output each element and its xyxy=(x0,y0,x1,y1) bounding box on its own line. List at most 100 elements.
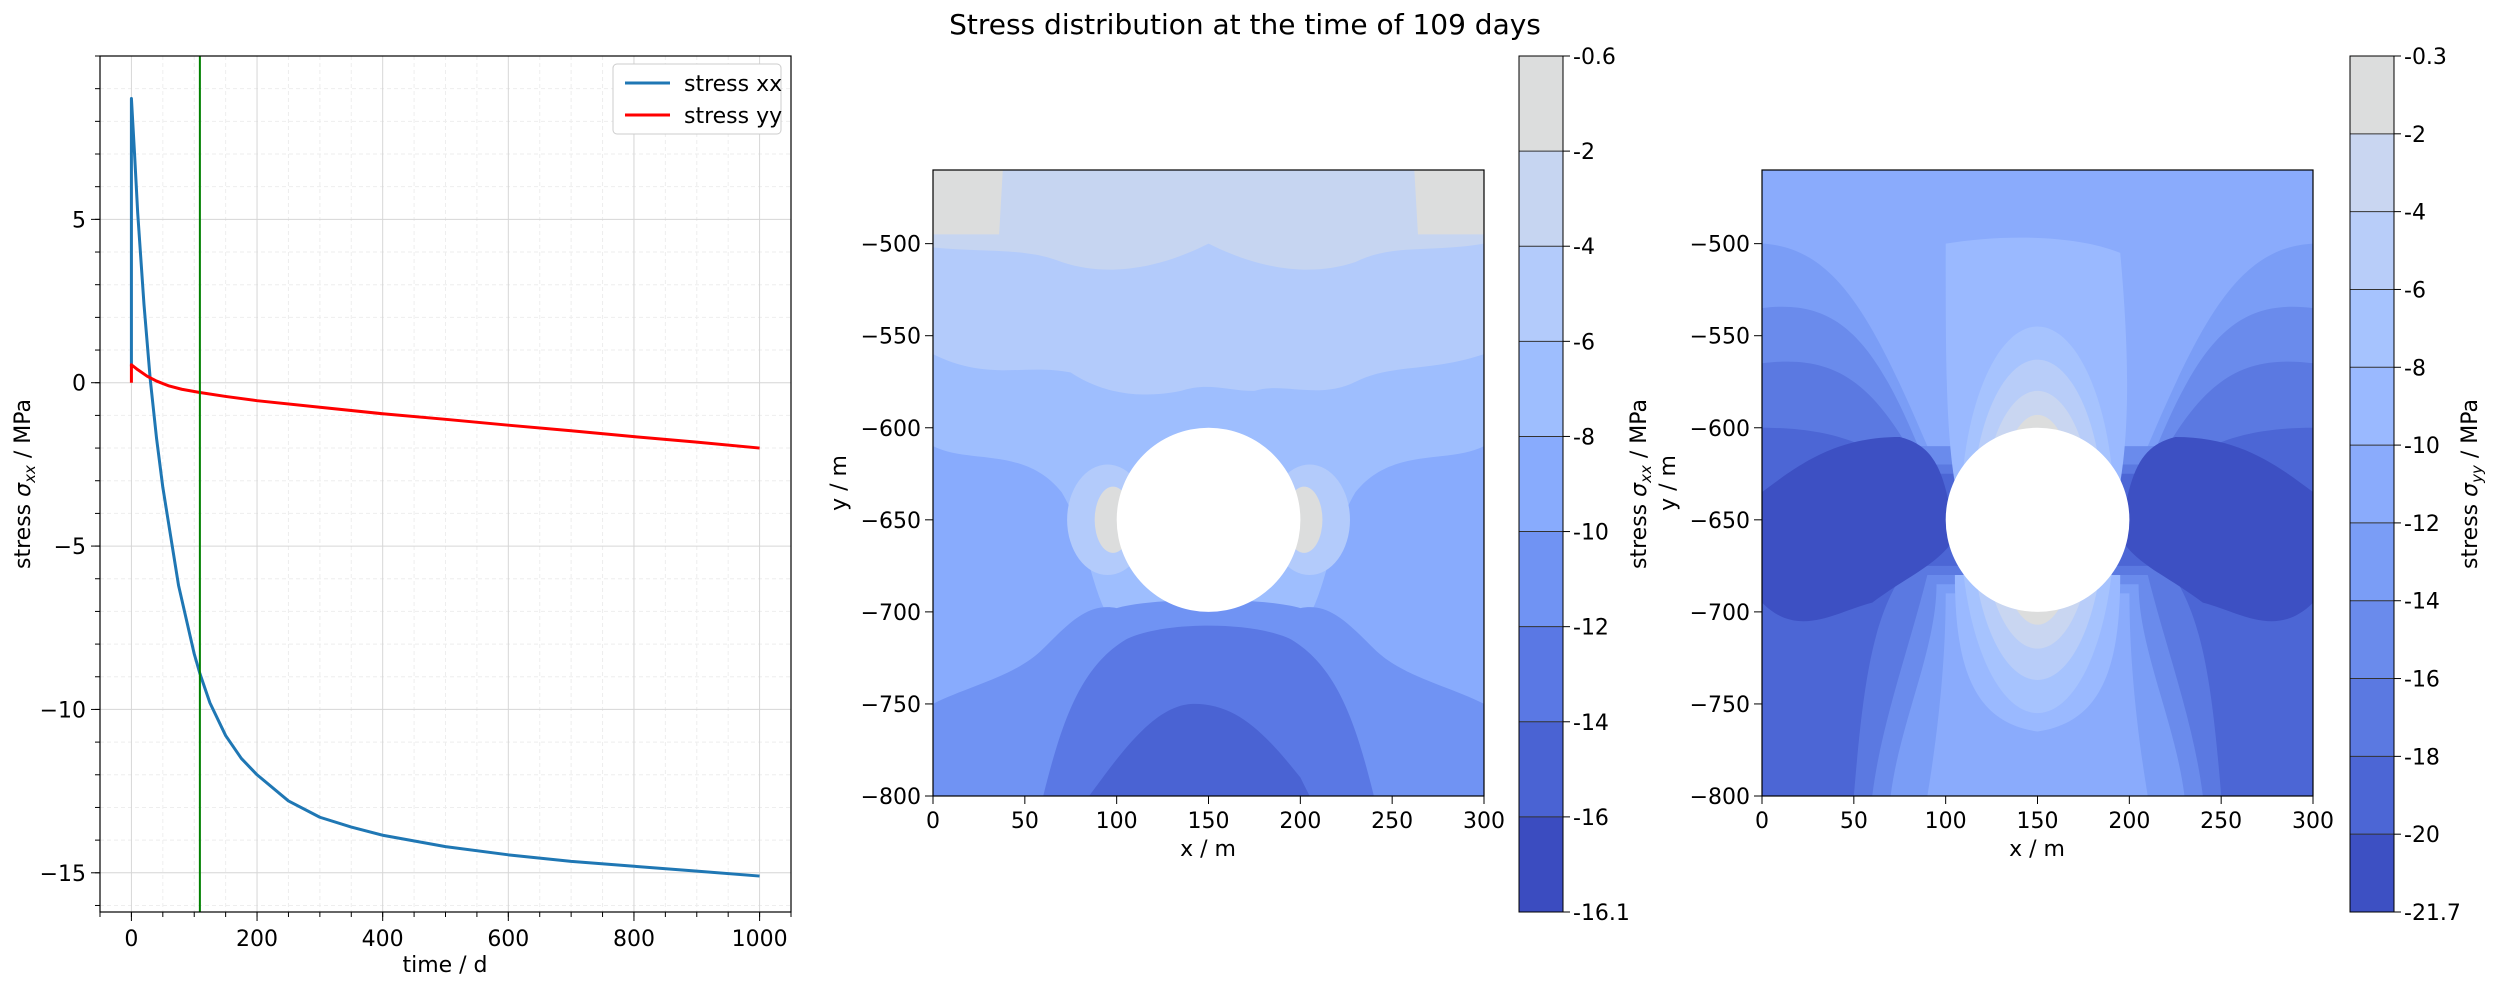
x-tick-label: 100 xyxy=(1925,809,1967,834)
y-tick-label: −10 xyxy=(40,698,86,723)
x-tick-label: 100 xyxy=(1096,809,1138,834)
colorbar-band xyxy=(2350,678,2394,757)
colorbar-band xyxy=(2350,56,2394,135)
colorbar-tick-label: -0.3 xyxy=(2404,45,2447,70)
contour-band xyxy=(933,170,1485,235)
colorbar-band xyxy=(1519,56,1563,152)
label-part: σ xyxy=(1627,482,1652,497)
colorbar-band xyxy=(1519,626,1563,723)
x-tick-label: 250 xyxy=(2200,809,2242,834)
contour-band xyxy=(1762,436,2314,622)
x-tick-label: 150 xyxy=(1188,809,1230,834)
colorbar-band xyxy=(2350,756,2394,835)
x-tick-label: 50 xyxy=(1840,809,1868,834)
y-tick-label: −500 xyxy=(1690,233,1750,258)
x-axis-label: time / d xyxy=(402,953,487,978)
colorbar-band xyxy=(2350,834,2394,913)
y-axis-label: stress σxx / MPa xyxy=(11,399,39,569)
y-axis-label: y / m xyxy=(827,455,852,511)
colorbar-band xyxy=(2350,522,2394,602)
line-chart: 0 200 400 600 800 1000 5 0 −5 −10 −15 time / d str… xyxy=(11,55,792,978)
colorbar-tick-label: -6 xyxy=(1573,330,1595,355)
y-tick-label: −700 xyxy=(1690,601,1750,626)
contour-map-stress-xx: 0 50 100 150 200 250 300 −500 −550 −600 −650 −700 −7… xyxy=(827,45,1655,926)
legend: stress xx stress yy xyxy=(612,63,782,135)
y-tick-label: −700 xyxy=(861,601,921,626)
x-tick-label: 150 xyxy=(2017,809,2059,834)
colorbar-tick-label: -8 xyxy=(2404,356,2426,381)
y-tick-label: −600 xyxy=(861,417,921,442)
x-tick-label: 600 xyxy=(487,927,529,952)
colorbar-tick-label: -6 xyxy=(2404,278,2426,303)
colorbar-tick-label: -2 xyxy=(2404,123,2426,148)
contour-map-stress-yy: 0 50 100 150 200 250 300 −500 −550 −600 −650 −700 −7… xyxy=(1656,45,2486,926)
colorbar-label: stress σyy / MPa xyxy=(2458,399,2486,569)
colorbar-band xyxy=(2350,445,2394,524)
label-part: / MPa xyxy=(2458,399,2483,465)
x-tick-label: 0 xyxy=(124,927,138,952)
colorbar-tick-label: -4 xyxy=(1573,235,1595,260)
y-axis-label: y / m xyxy=(1656,455,1681,511)
colorbar-tick-label: -12 xyxy=(2404,512,2440,537)
x-axis-label: x / m xyxy=(2009,837,2065,862)
x-tick-label: 250 xyxy=(1371,809,1413,834)
colorbar-tick-label: -21.7 xyxy=(2404,901,2461,926)
tunnel-opening xyxy=(1116,427,1301,612)
colorbar-tick-label: -16 xyxy=(2404,668,2440,693)
tunnel-opening xyxy=(1945,427,2130,612)
colorbar-tick-label: -14 xyxy=(2404,590,2440,615)
y-tick-label: −800 xyxy=(1690,785,1750,810)
x-axis-label: x / m xyxy=(1180,837,1236,862)
x-tick-label: 400 xyxy=(362,927,404,952)
label-part: stress xyxy=(2458,497,2483,569)
y-tick-label: −500 xyxy=(861,233,921,258)
y-tick-label: −650 xyxy=(861,509,921,534)
colorbar-tick-label: -10 xyxy=(1573,521,1609,546)
colorbar-band xyxy=(1519,436,1563,533)
colorbar-tick-label: -16 xyxy=(1573,806,1609,831)
series-line-stress-xx xyxy=(129,96,760,878)
colorbar-band xyxy=(2350,600,2394,680)
y-tick-label: −550 xyxy=(1690,325,1750,350)
x-tick-label: 200 xyxy=(236,927,278,952)
contour-band xyxy=(933,170,1485,270)
colorbar-label: stress σxx / MPa xyxy=(1627,399,1655,569)
figure-title: Stress distribution at the time of 109 d… xyxy=(949,8,1541,41)
y-tick-label: −550 xyxy=(861,325,921,350)
y-tick-label: −750 xyxy=(1690,693,1750,718)
y-tick-label: −600 xyxy=(1690,417,1750,442)
colorbar-band xyxy=(2350,211,2394,290)
colorbar-frame xyxy=(2349,55,2395,913)
colorbar-tick-label: -18 xyxy=(2404,745,2440,770)
colorbar-band xyxy=(1519,151,1563,247)
label-part: yy xyxy=(2468,464,2486,484)
x-tick-label: 300 xyxy=(1463,809,1505,834)
y-tick-label: −750 xyxy=(861,693,921,718)
colorbar-tick-label: -4 xyxy=(2404,201,2426,226)
colorbar-tick-label: -20 xyxy=(2404,823,2440,848)
series-line-stress-yy xyxy=(129,363,760,450)
colorbar-band xyxy=(2350,367,2394,446)
colorbar-band xyxy=(1519,531,1563,628)
colorbar-tick-label: -0.6 xyxy=(1573,45,1616,70)
x-tick-label: 50 xyxy=(1011,809,1039,834)
label-part: / MPa xyxy=(1627,399,1652,465)
y-tick-label: 5 xyxy=(72,208,86,233)
x-tick-label: 800 xyxy=(613,927,655,952)
y-tick-label: −15 xyxy=(40,862,86,887)
colorbar-band xyxy=(2350,289,2394,368)
colorbar-frame xyxy=(1518,55,1564,913)
label-part: stress xyxy=(1627,497,1652,569)
legend-label-stress-yy: stress yy xyxy=(684,104,782,129)
x-tick-label: 200 xyxy=(2108,809,2150,834)
y-tick-label: −5 xyxy=(54,535,86,560)
y-tick-label: −800 xyxy=(861,785,921,810)
contour-band xyxy=(1762,170,2314,796)
colorbar-tick-label: -10 xyxy=(2404,434,2440,459)
x-tick-label: 200 xyxy=(1279,809,1321,834)
x-tick-label: 0 xyxy=(1755,809,1769,834)
colorbar-tick-label: -12 xyxy=(1573,616,1609,641)
colorbar-band xyxy=(1519,721,1563,818)
label-part: σ xyxy=(2458,482,2483,497)
